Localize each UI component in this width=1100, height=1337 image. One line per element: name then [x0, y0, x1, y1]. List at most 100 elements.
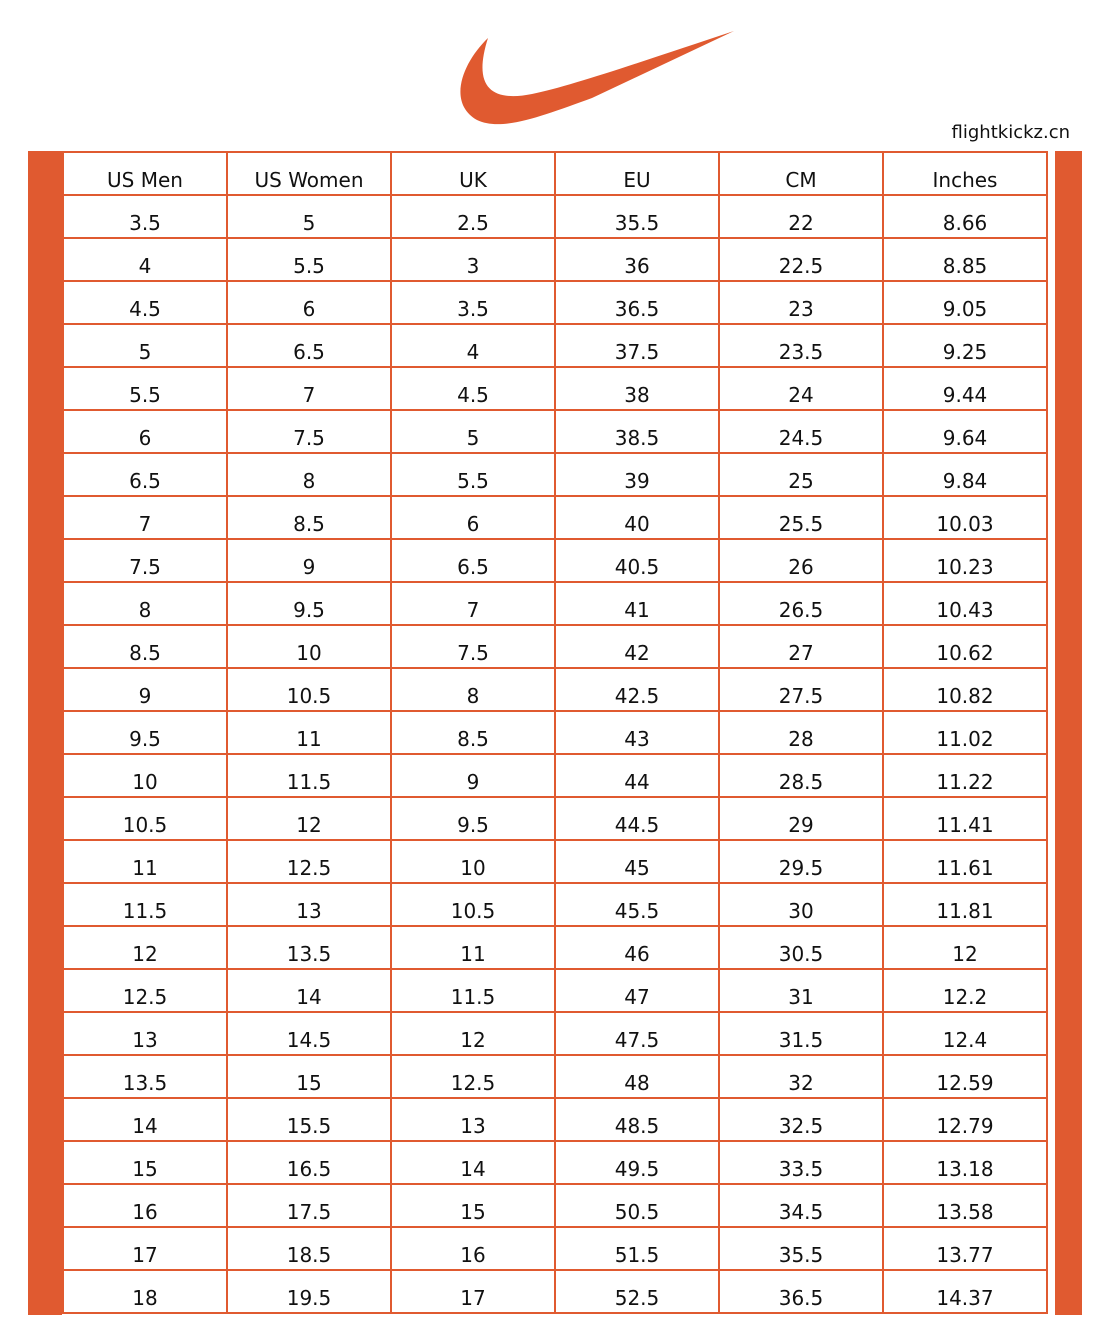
table-cell: 43 [554, 710, 720, 755]
table-cell: 6 [62, 409, 228, 454]
table-cell: 4.5 [390, 366, 556, 411]
column-header: CM [718, 151, 884, 196]
table-cell: 11.22 [882, 753, 1048, 798]
table-cell: 44.5 [554, 796, 720, 841]
table-cell: 40 [554, 495, 720, 540]
table-cell: 3 [390, 237, 556, 282]
column-header: UK [390, 151, 556, 196]
table-cell: 4 [62, 237, 228, 282]
table-cell: 12.79 [882, 1097, 1048, 1142]
table-cell: 49.5 [554, 1140, 720, 1185]
table-cell: 48.5 [554, 1097, 720, 1142]
table-cell: 23.5 [718, 323, 884, 368]
table-cell: 12 [226, 796, 392, 841]
table-cell: 6.5 [226, 323, 392, 368]
table-cell: 12.59 [882, 1054, 1048, 1099]
table-row: 8.5 10 7.5 42 27 10.62 [62, 624, 1048, 669]
table-row: 3.5 5 2.5 35.5 22 8.66 [62, 194, 1048, 239]
table-cell: 10.5 [390, 882, 556, 927]
table-cell: 14.5 [226, 1011, 392, 1056]
table-cell: 22.5 [718, 237, 884, 282]
table-row: 10 11.5 9 44 28.5 11.22 [62, 753, 1048, 798]
table-cell: 14.37 [882, 1269, 1048, 1314]
table-cell: 24.5 [718, 409, 884, 454]
table-cell: 23 [718, 280, 884, 325]
table-cell: 32.5 [718, 1097, 884, 1142]
table-cell: 13.58 [882, 1183, 1048, 1228]
table-cell: 16.5 [226, 1140, 392, 1185]
left-accent-bar [28, 151, 62, 1315]
table-cell: 11.5 [62, 882, 228, 927]
table-cell: 9.05 [882, 280, 1048, 325]
table-cell: 10.82 [882, 667, 1048, 712]
table-cell: 8.5 [62, 624, 228, 669]
table-cell: 8.5 [390, 710, 556, 755]
table-cell: 38 [554, 366, 720, 411]
table-cell: 11.61 [882, 839, 1048, 884]
table-row: 4.5 6 3.5 36.5 23 9.05 [62, 280, 1048, 325]
table-cell: 26.5 [718, 581, 884, 626]
table-cell: 14 [390, 1140, 556, 1185]
table-cell: 5 [390, 409, 556, 454]
table-cell: 12 [882, 925, 1048, 970]
table-row: 6 7.5 5 38.5 24.5 9.64 [62, 409, 1048, 454]
table-row: 18 19.5 17 52.5 36.5 14.37 [62, 1269, 1048, 1314]
table-cell: 24 [718, 366, 884, 411]
table-cell: 9 [390, 753, 556, 798]
table-cell: 15 [226, 1054, 392, 1099]
table-cell: 40.5 [554, 538, 720, 583]
table-cell: 45 [554, 839, 720, 884]
table-cell: 9.44 [882, 366, 1048, 411]
table-cell: 32 [718, 1054, 884, 1099]
table-cell: 3.5 [390, 280, 556, 325]
table-cell: 11.5 [226, 753, 392, 798]
table-cell: 10.03 [882, 495, 1048, 540]
table-cell: 19.5 [226, 1269, 392, 1314]
table-row: 10.5 12 9.5 44.5 29 11.41 [62, 796, 1048, 841]
table-cell: 10 [62, 753, 228, 798]
table-cell: 9.5 [390, 796, 556, 841]
column-header: US Men [62, 151, 228, 196]
table-cell: 9.64 [882, 409, 1048, 454]
table-cell: 10.62 [882, 624, 1048, 669]
table-cell: 12.2 [882, 968, 1048, 1013]
table-cell: 26 [718, 538, 884, 583]
table-cell: 7.5 [390, 624, 556, 669]
table-cell: 27 [718, 624, 884, 669]
table-cell: 31.5 [718, 1011, 884, 1056]
table-cell: 29 [718, 796, 884, 841]
table-cell: 35.5 [554, 194, 720, 239]
table-row: 12 13.5 11 46 30.5 12 [62, 925, 1048, 970]
table-cell: 34.5 [718, 1183, 884, 1228]
table-cell: 8.85 [882, 237, 1048, 282]
table-cell: 6 [226, 280, 392, 325]
table-cell: 45.5 [554, 882, 720, 927]
table-cell: 14 [226, 968, 392, 1013]
table-cell: 36.5 [554, 280, 720, 325]
table-cell: 15 [390, 1183, 556, 1228]
table-cell: 38.5 [554, 409, 720, 454]
header-row: US Men US Women UK EU CM Inches [62, 151, 1048, 196]
table-cell: 48 [554, 1054, 720, 1099]
table-row: 14 15.5 13 48.5 32.5 12.79 [62, 1097, 1048, 1142]
table-row: 5 6.5 4 37.5 23.5 9.25 [62, 323, 1048, 368]
table-cell: 17 [390, 1269, 556, 1314]
table-cell: 13.77 [882, 1226, 1048, 1271]
table-cell: 33.5 [718, 1140, 884, 1185]
table-cell: 28.5 [718, 753, 884, 798]
table-cell: 8 [226, 452, 392, 497]
table-cell: 7 [226, 366, 392, 411]
table-cell: 35.5 [718, 1226, 884, 1271]
table-row: 16 17.5 15 50.5 34.5 13.58 [62, 1183, 1048, 1228]
table-cell: 52.5 [554, 1269, 720, 1314]
table-cell: 11.41 [882, 796, 1048, 841]
table-cell: 13 [390, 1097, 556, 1142]
table-cell: 5.5 [226, 237, 392, 282]
table-row: 7.5 9 6.5 40.5 26 10.23 [62, 538, 1048, 583]
table-row: 11 12.5 10 45 29.5 11.61 [62, 839, 1048, 884]
table-row: 17 18.5 16 51.5 35.5 13.77 [62, 1226, 1048, 1271]
table-cell: 8.66 [882, 194, 1048, 239]
table-cell: 5 [226, 194, 392, 239]
table-cell: 7 [390, 581, 556, 626]
table-row: 13 14.5 12 47.5 31.5 12.4 [62, 1011, 1048, 1056]
